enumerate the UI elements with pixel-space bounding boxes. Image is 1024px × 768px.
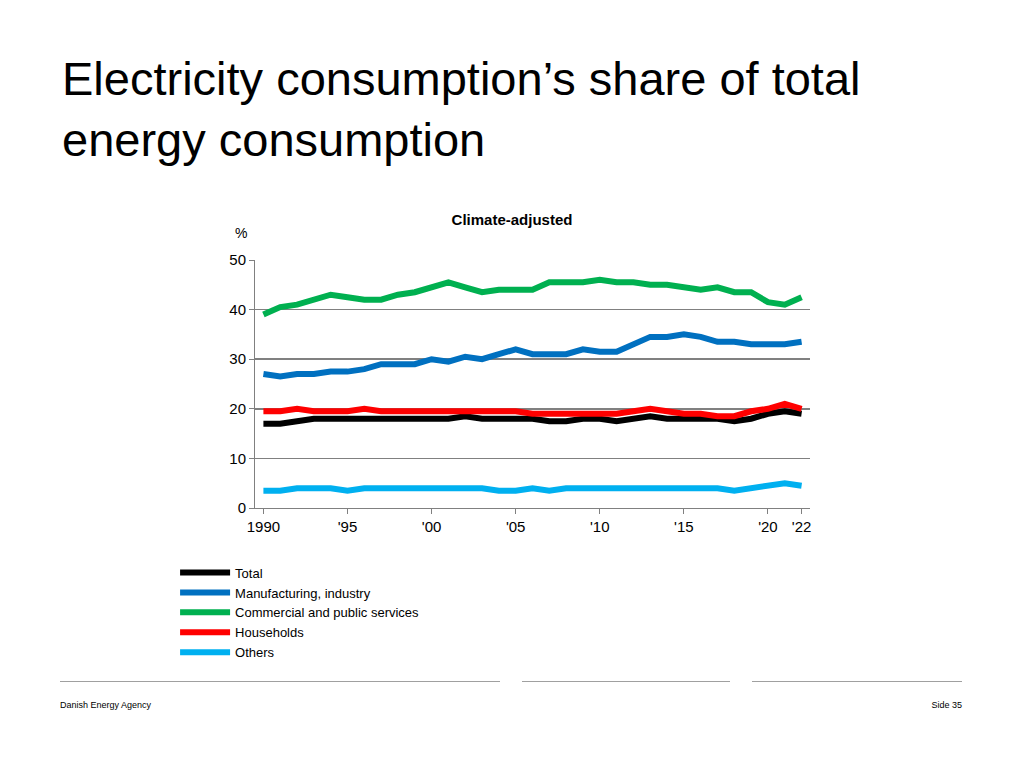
svg-text:'15: '15	[674, 518, 694, 535]
svg-text:'05: '05	[506, 518, 526, 535]
svg-text:'00: '00	[422, 518, 442, 535]
svg-text:Total: Total	[235, 566, 263, 581]
svg-text:Manufacturing, industry: Manufacturing, industry	[235, 586, 371, 601]
svg-text:50: 50	[229, 251, 246, 268]
svg-text:'95: '95	[338, 518, 358, 535]
html-text:Electricity consumption’s shar: Electricity consumption’s share of total…	[62, 52, 861, 166]
svg-text:30: 30	[229, 350, 246, 367]
svg-text:'20: '20	[758, 518, 778, 535]
svg-text:20: 20	[229, 400, 246, 417]
html-text:Danish Energy Agency: Danish Energy Agency	[60, 700, 152, 710]
svg-text:Commercial and public services: Commercial and public services	[235, 605, 419, 620]
svg-text:'22: '22	[792, 518, 812, 535]
svg-text:Others: Others	[235, 645, 275, 660]
svg-text:Climate-adjusted: Climate-adjusted	[452, 211, 573, 228]
svg-text:0: 0	[238, 499, 246, 516]
svg-text:40: 40	[229, 301, 246, 318]
svg-text:1990: 1990	[247, 518, 280, 535]
svg-text:10: 10	[229, 450, 246, 467]
svg-text:'10: '10	[590, 518, 610, 535]
html-text:Side 35: Side 35	[931, 700, 962, 710]
svg-text:Households: Households	[235, 625, 304, 640]
svg-text:%: %	[235, 225, 247, 241]
